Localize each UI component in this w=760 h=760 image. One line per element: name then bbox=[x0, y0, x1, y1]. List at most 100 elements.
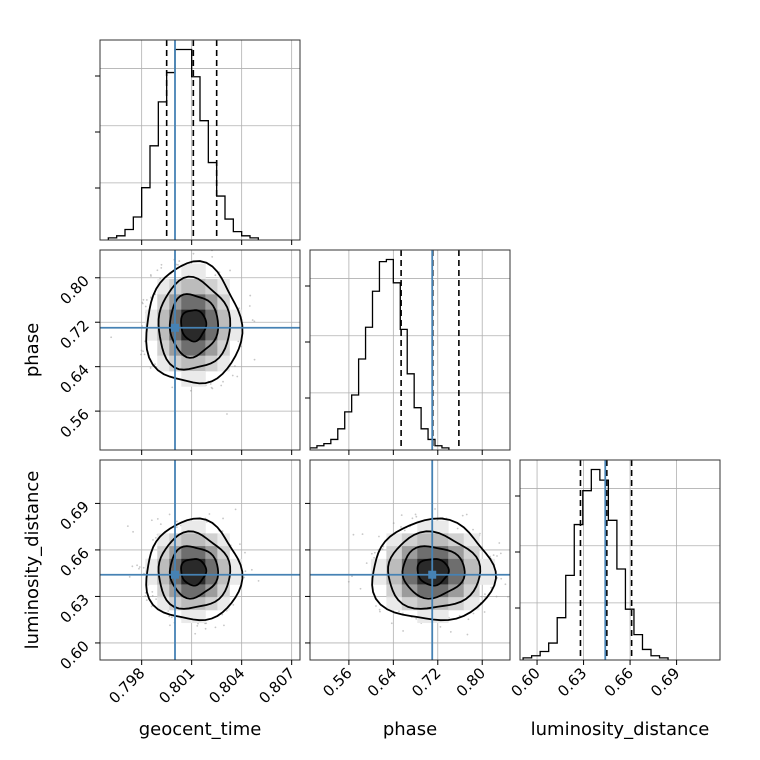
density-cell bbox=[181, 584, 194, 598]
sample-point bbox=[359, 587, 362, 590]
density-cell bbox=[417, 520, 434, 534]
density-cell bbox=[181, 279, 194, 295]
sample-point bbox=[175, 520, 178, 523]
density-cell bbox=[205, 546, 218, 560]
density-cell bbox=[463, 558, 480, 573]
sample-point bbox=[196, 624, 199, 627]
sample-point bbox=[365, 562, 368, 564]
sample-point bbox=[144, 305, 147, 308]
sample-point bbox=[204, 627, 207, 630]
sample-point bbox=[439, 625, 442, 628]
density-cell bbox=[448, 546, 465, 560]
sample-point bbox=[143, 353, 146, 356]
xtick-label-luminosity_distance: 0.63 bbox=[554, 664, 590, 700]
sample-point bbox=[197, 622, 199, 625]
sample-point bbox=[351, 575, 353, 578]
sample-point bbox=[244, 551, 246, 554]
density-cell bbox=[401, 533, 418, 547]
density-cell bbox=[401, 558, 418, 573]
sample-point bbox=[159, 523, 162, 526]
density-cell bbox=[193, 263, 206, 280]
sample-point bbox=[226, 413, 228, 415]
xtick-label-phase: 0.80 bbox=[453, 664, 489, 700]
density-cell bbox=[463, 533, 480, 547]
sample-point bbox=[140, 349, 143, 352]
sample-point bbox=[214, 274, 217, 277]
ytick-label-phase: 0.64 bbox=[56, 361, 92, 397]
density-cell bbox=[181, 355, 194, 372]
sample-point bbox=[220, 246, 222, 248]
sample-point bbox=[145, 299, 148, 301]
contour-0.86 bbox=[157, 530, 232, 610]
sample-point bbox=[194, 632, 197, 635]
sample-point bbox=[415, 515, 418, 518]
sample-point bbox=[234, 508, 237, 511]
sample-point bbox=[490, 586, 493, 589]
panel-frame bbox=[99, 249, 301, 451]
density-cell bbox=[181, 520, 194, 534]
sample-point bbox=[142, 298, 145, 301]
sample-point bbox=[234, 365, 236, 367]
sample-point bbox=[253, 320, 256, 323]
density-cell bbox=[417, 546, 434, 560]
sample-point bbox=[361, 533, 364, 536]
sample-point bbox=[208, 513, 211, 515]
panel-frame bbox=[99, 39, 301, 241]
sample-point bbox=[480, 595, 483, 598]
density-cell bbox=[145, 325, 158, 341]
ylabel-phase: phase bbox=[22, 323, 43, 377]
sample-point bbox=[414, 513, 417, 516]
density-cell bbox=[448, 584, 465, 598]
sample-point bbox=[175, 526, 178, 529]
sample-point bbox=[236, 375, 239, 378]
density-cell bbox=[205, 533, 218, 547]
sample-point bbox=[142, 566, 145, 569]
sample-point bbox=[149, 367, 152, 369]
density-cell bbox=[157, 558, 170, 573]
sample-point bbox=[128, 575, 131, 578]
sample-point bbox=[220, 384, 223, 387]
density-cell bbox=[193, 520, 206, 534]
density-cell bbox=[157, 584, 170, 598]
contour-0.95 bbox=[371, 517, 497, 622]
xlabel-phase: phase bbox=[383, 719, 437, 740]
sample-point bbox=[161, 215, 163, 217]
sample-point bbox=[209, 383, 212, 385]
sample-point bbox=[352, 533, 355, 536]
panel-frame bbox=[519, 459, 721, 661]
density-cell bbox=[205, 340, 218, 357]
density-cell bbox=[205, 325, 218, 341]
sample-point bbox=[495, 595, 498, 598]
ytick-label-phase: 0.72 bbox=[56, 316, 92, 352]
contour-0.95 bbox=[145, 260, 244, 385]
sample-point bbox=[152, 538, 154, 541]
sample-point bbox=[484, 593, 486, 596]
sample-point bbox=[403, 529, 406, 532]
sample-point bbox=[159, 277, 162, 280]
ytick-label-luminosity_distance: 0.63 bbox=[56, 591, 92, 627]
density-cell bbox=[181, 263, 194, 280]
sample-point bbox=[138, 566, 141, 568]
sample-point bbox=[189, 389, 192, 392]
panel-phase-hist bbox=[310, 250, 510, 450]
density-cell bbox=[205, 309, 218, 326]
sample-point bbox=[151, 590, 154, 593]
sample-point bbox=[178, 260, 181, 262]
density-cell bbox=[205, 584, 218, 598]
ytick-label-phase: 0.56 bbox=[56, 405, 92, 441]
contour-0.68 bbox=[168, 545, 220, 600]
contour-0.86 bbox=[387, 530, 482, 610]
density-cell bbox=[181, 546, 194, 560]
density-cell bbox=[157, 340, 170, 357]
sample-point bbox=[402, 630, 405, 632]
density-cell bbox=[157, 309, 170, 326]
density-cell bbox=[417, 597, 434, 611]
density-cell bbox=[205, 294, 218, 311]
contour-0.95 bbox=[145, 517, 244, 622]
sample-point bbox=[177, 263, 179, 266]
sample-point bbox=[171, 386, 174, 389]
sample-point bbox=[378, 608, 381, 611]
sample-point bbox=[131, 565, 134, 568]
sample-point bbox=[141, 301, 144, 304]
